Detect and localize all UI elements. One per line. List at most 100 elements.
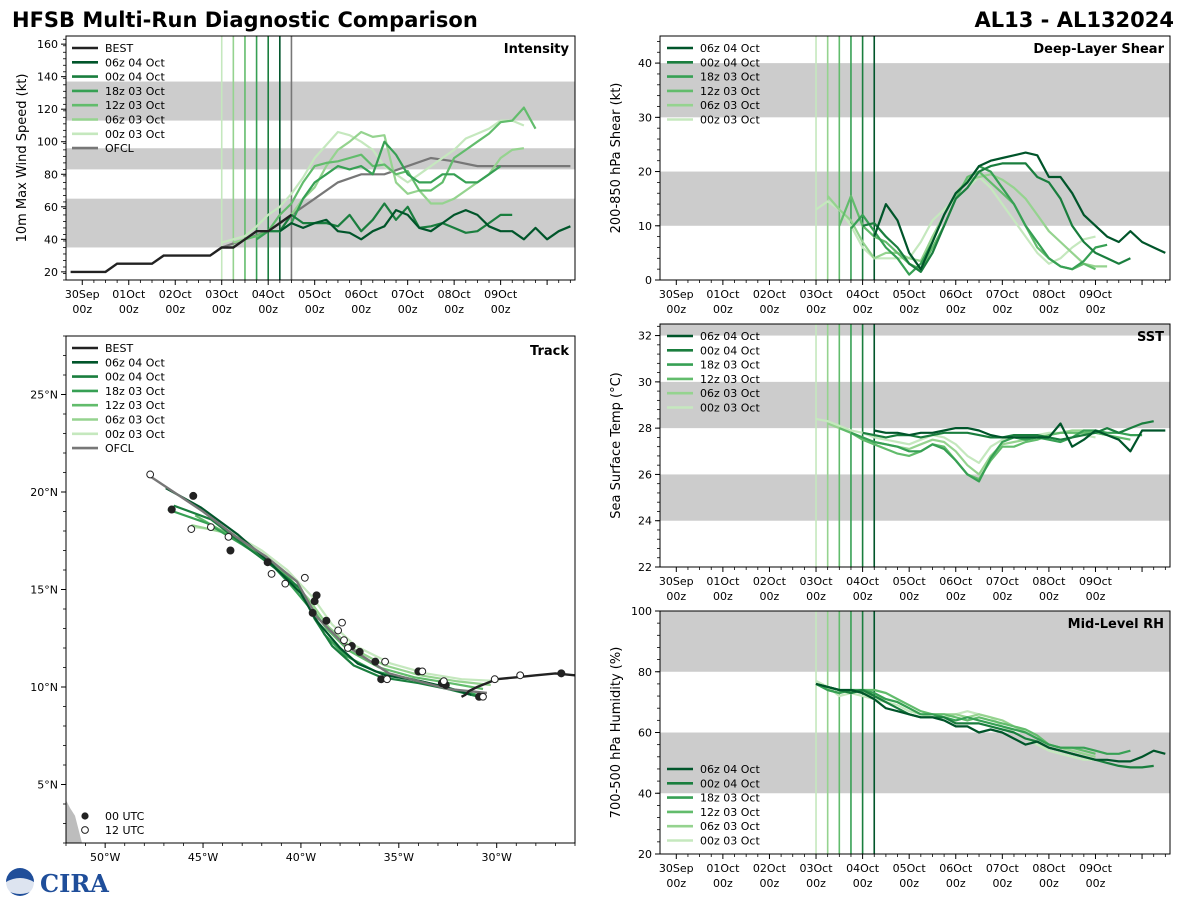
x-tick-date: 07Oct: [986, 862, 1020, 875]
x-tick-hour: 00z: [1086, 590, 1106, 603]
marker-12utc: [334, 626, 343, 635]
x-tick-hour: 00z: [899, 877, 919, 890]
x-tick-hour: 00z: [119, 303, 139, 316]
x-tick-hour: 00z: [946, 877, 966, 890]
legend-label: 00z 04 Oct: [700, 777, 760, 790]
x-tick-label: 45°W: [188, 851, 218, 864]
series-line: [815, 682, 1166, 763]
x-tick-label: 02Oct 00z: [159, 288, 193, 316]
x-tick-hour: 00z: [806, 303, 826, 316]
x-tick-hour: 00z: [899, 590, 919, 603]
legend-label: 12z 03 Oct: [700, 85, 760, 98]
x-tick-date: 04Oct: [846, 862, 880, 875]
x-tick-label: 01Oct 00z: [706, 575, 740, 603]
x-tick-label: 03Oct 00z: [800, 288, 834, 316]
x-tick-date: 06Oct: [345, 288, 379, 301]
x-tick-hour: 00z: [1039, 303, 1059, 316]
noaa-emblem-wave: [6, 878, 34, 894]
x-tick-label: 02Oct 00z: [753, 288, 787, 316]
x-tick-date: 02Oct: [753, 862, 787, 875]
x-tick-date: 01Oct: [706, 575, 740, 588]
x-tick-label: 06Oct 00z: [939, 575, 973, 603]
x-tick-label: 09Oct 00z: [1079, 862, 1113, 890]
x-tick-hour: 00z: [1039, 877, 1059, 890]
legend-label: 00z 03 Oct: [700, 402, 760, 415]
marker-12utc: [146, 470, 155, 479]
x-tick-label: 04Oct 00z: [846, 288, 880, 316]
x-tick-date: 30Sep: [659, 575, 694, 588]
ofcl-track-line: [149, 475, 488, 695]
x-tick-label: 01Oct 00z: [112, 288, 146, 316]
x-tick-date: 08Oct: [1032, 575, 1066, 588]
marker-12utc: [187, 525, 196, 533]
x-tick-label: 05Oct 00z: [893, 575, 927, 603]
x-tick-date: 03Oct: [800, 288, 834, 301]
x-tick-label: 02Oct 00z: [753, 862, 787, 890]
marker-00utc: [322, 616, 331, 625]
y-tick-label: 100: [37, 136, 58, 149]
map-area: [66, 470, 575, 843]
threshold-band: [660, 732, 1170, 794]
y-tick-label: 60: [638, 727, 652, 740]
x-tick-date: 05Oct: [893, 288, 927, 301]
x-tick-date: 03Oct: [205, 288, 239, 301]
y-tick-label: 140: [37, 71, 58, 84]
panel-title: Track: [530, 344, 569, 359]
x-tick-hour: 00z: [713, 303, 733, 316]
x-tick-date: 02Oct: [753, 575, 787, 588]
track-panel: 50°W 45°W 40°W 35°W 30°W 5°N 10°N 15°N 20°N 25°N T…: [30, 335, 576, 864]
x-tick-label: 07Oct 00z: [986, 575, 1020, 603]
x-tick-hour: 00z: [1086, 303, 1106, 316]
x-tick-hour: 00z: [212, 303, 232, 316]
track-line: [167, 508, 478, 696]
panel-title: Mid-Level RH: [1068, 617, 1164, 632]
y-tick-label: 120: [37, 103, 58, 116]
x-tick-hour: 00z: [713, 877, 733, 890]
marker-12utc: [281, 579, 290, 588]
legend-label: 00z 03 Oct: [105, 128, 165, 141]
series-line: [279, 209, 571, 241]
x-tick-label: 30Sep 00z: [659, 575, 694, 603]
y-tick-label: 30: [638, 376, 652, 389]
x-tick-label: 05Oct 00z: [298, 288, 332, 316]
x-tick-label: 08Oct 00z: [1032, 288, 1066, 316]
logo-text: CIRA: [40, 869, 109, 898]
marker-00utc: [189, 491, 198, 500]
legend-label: 00z 03 Oct: [700, 835, 760, 848]
legend-label: 12z 03 Oct: [105, 99, 165, 112]
x-tick-date: 05Oct: [893, 862, 927, 875]
y-axis-label: 10m Max Wind Speed (kt): [15, 74, 30, 243]
series-line: [815, 682, 1131, 755]
y-tick-label: 10°N: [30, 681, 58, 694]
x-tick-hour: 00z: [72, 303, 92, 316]
x-tick-date: 01Oct: [706, 288, 740, 301]
threshold-band: [660, 63, 1170, 118]
x-tick-label: 02Oct 00z: [753, 575, 787, 603]
figure-title: HFSB Multi-Run Diagnostic Comparison: [12, 8, 478, 32]
legend-label: 18z 03 Oct: [700, 792, 760, 805]
marker-00utc: [167, 505, 176, 514]
legend-label: 12z 03 Oct: [105, 399, 165, 412]
marker-12utc: [267, 570, 276, 578]
y-axis-label: Sea Surface Temp (°C): [609, 372, 624, 519]
x-tick-hour: 00z: [760, 877, 780, 890]
threshold-band: [660, 171, 1170, 226]
x-tick-hour: 00z: [853, 877, 873, 890]
x-tick-label: 06Oct 00z: [939, 862, 973, 890]
y-tick-label: 40: [638, 787, 652, 800]
track-line: [193, 526, 499, 683]
y-tick-label: 0: [645, 274, 652, 287]
threshold-band: [66, 81, 575, 121]
x-tick-date: 30Sep: [65, 288, 100, 301]
legend-label: 00z 03 Oct: [700, 114, 760, 127]
y-tick-label: 20: [638, 166, 652, 179]
legend-label: 18z 03 Oct: [105, 85, 165, 98]
y-axis-label: 200-850 hPa Shear (kt): [609, 83, 624, 234]
y-axis-label: 700-500 hPa Humidity (%): [609, 647, 624, 819]
x-tick-date: 09Oct: [1079, 288, 1113, 301]
plot-frame: [659, 323, 1171, 568]
plot-area: [660, 324, 1170, 567]
y-tick-label: 100: [631, 605, 652, 618]
